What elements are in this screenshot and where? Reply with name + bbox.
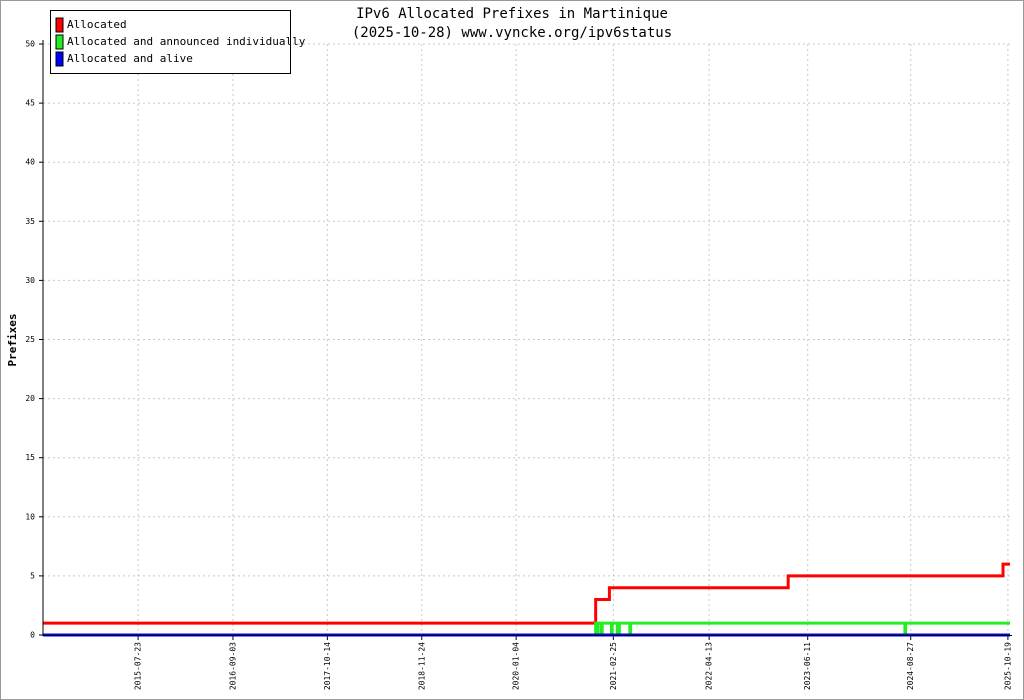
y-tick-label: 15 [25,453,35,462]
x-tick-label: 2020-01-04 [512,642,521,690]
y-tick-label: 10 [25,512,35,521]
y-tick-label: 50 [25,40,35,49]
y-tick-label: 20 [25,394,35,403]
x-tick-label: 2017-10-14 [323,642,332,690]
grid: 0 5 10 15 20 25 30 35 40 45 50 2015-07-23 2016-09-03… [25,40,1012,691]
legend-box [50,10,291,74]
x-tick-label: 2022-04-13 [705,642,714,690]
x-tick-label: 2024-08-27 [906,642,915,690]
legend-label: Allocated and alive [67,52,193,65]
y-tick-label: 0 [30,631,35,640]
legend-label: Allocated and announced individually [67,35,306,48]
y-tick-label: 45 [25,99,35,108]
y-axis-label: Prefixes [6,314,19,367]
x-tick-label: 2023-06-11 [803,642,812,690]
x-tick-label: 2025-10-19 [1003,642,1012,690]
series-line [43,562,1010,625]
legend-label: Allocated [67,18,127,31]
chart-title: IPv6 Allocated Prefixes in Martinique [356,6,668,22]
legend-swatch [55,34,64,50]
x-tick-label: 2015-07-23 [134,642,143,690]
legend-swatch [55,17,64,33]
x-tick-label: 2016-09-03 [228,642,237,690]
y-tick-label: 5 [30,571,35,580]
chart-subtitle: (2025-10-28) www.vyncke.org/ipv6status [352,25,672,41]
x-tick-label: 2021-02-25 [609,642,618,690]
x-tick-label: 2018-11-24 [417,642,426,690]
y-tick-label: 25 [25,335,35,344]
y-tick-label: 40 [25,158,35,167]
y-tick-label: 35 [25,217,35,226]
legend-swatch [55,51,64,67]
legend: Allocated Allocated and announced individ… [50,10,306,74]
y-tick-label: 30 [25,276,35,285]
